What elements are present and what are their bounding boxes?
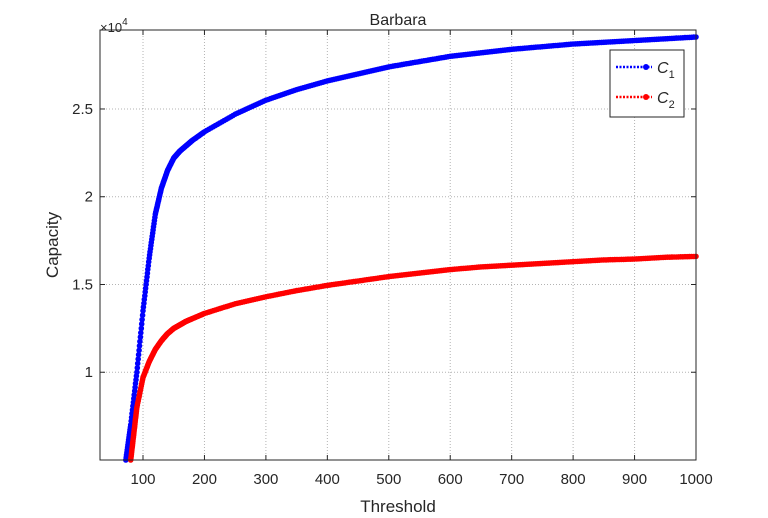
series-C1 bbox=[123, 34, 699, 463]
series-point bbox=[137, 334, 144, 340]
legend-swatch-marker bbox=[643, 64, 649, 70]
series-point bbox=[134, 365, 141, 371]
legend-label-subscript: 2 bbox=[669, 99, 675, 111]
chart-title: Barbara bbox=[370, 12, 427, 29]
series-point bbox=[138, 321, 145, 327]
series-layer bbox=[123, 34, 699, 463]
x-tick-label: 400 bbox=[315, 471, 340, 488]
series-point bbox=[134, 369, 140, 376]
x-axis-label: Threshold bbox=[360, 497, 436, 516]
y-exponent-power: 4 bbox=[122, 17, 128, 28]
x-tick-label: 800 bbox=[561, 471, 586, 488]
y-exponent-base: ×10 bbox=[100, 20, 122, 35]
x-tick-label: 300 bbox=[253, 471, 278, 488]
series-C2 bbox=[127, 253, 699, 463]
y-tick-label: 1.5 bbox=[72, 276, 93, 293]
series-point bbox=[134, 360, 141, 367]
legend-label: C1 bbox=[657, 60, 675, 81]
series-point bbox=[136, 343, 143, 349]
series-point bbox=[135, 356, 141, 362]
grid bbox=[100, 30, 697, 460]
legend-label-name: C bbox=[657, 90, 669, 107]
series-point bbox=[138, 330, 144, 336]
legend-box bbox=[609, 49, 685, 118]
y-axis-label: Capacity bbox=[43, 211, 62, 278]
x-tick-label: 600 bbox=[438, 471, 463, 488]
y-tick-label: 1 bbox=[85, 364, 93, 381]
x-tick-label: 1000 bbox=[679, 471, 712, 488]
series-point bbox=[139, 316, 145, 323]
series-point bbox=[135, 351, 142, 358]
y-tick-label: 2.5 bbox=[72, 101, 93, 118]
series-point bbox=[136, 347, 142, 354]
y-axis: 1 1.5 2 2.5 bbox=[72, 101, 696, 381]
y-exponent-label: ×104 bbox=[100, 17, 128, 35]
x-tick-label: 900 bbox=[622, 471, 647, 488]
x-tick-label: 200 bbox=[192, 471, 217, 488]
series-point bbox=[138, 325, 145, 332]
y-tick-label: 2 bbox=[85, 189, 93, 206]
plot-background bbox=[100, 30, 696, 460]
x-tick-label: 700 bbox=[499, 471, 524, 488]
legend-swatch-marker bbox=[643, 94, 649, 100]
legend-label-subscript: 1 bbox=[669, 69, 675, 81]
legend-label: C2 bbox=[657, 90, 675, 111]
plot-frame bbox=[99, 29, 697, 461]
series-point bbox=[137, 338, 143, 345]
legend-label-name: C bbox=[657, 60, 669, 77]
series-point bbox=[139, 312, 146, 319]
x-tick-label: 100 bbox=[130, 471, 155, 488]
x-tick-label: 500 bbox=[376, 471, 401, 488]
x-axis: 100 200 300 400 500 600 700 800 900 1000 bbox=[130, 30, 713, 488]
